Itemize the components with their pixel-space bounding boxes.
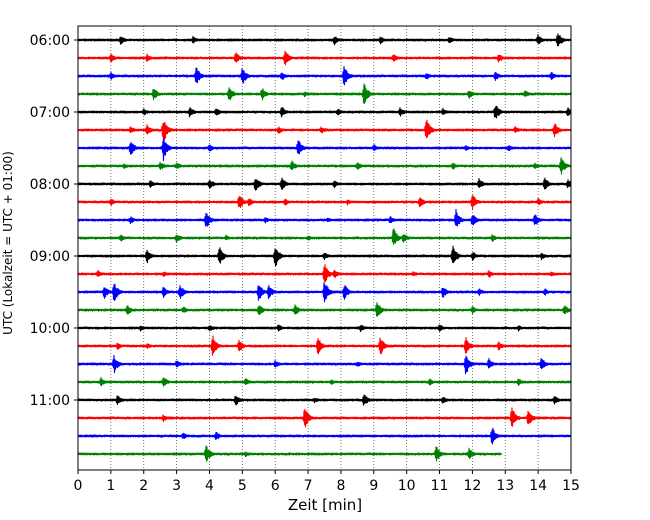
x-tick-label: 7 [304, 478, 313, 494]
trace-0845 [77, 228, 572, 245]
x-tick-label: 10 [398, 478, 416, 494]
trace-0615 [77, 50, 572, 66]
x-tick-label: 8 [336, 478, 345, 494]
vertical-grid [110, 26, 539, 470]
y-axis-label: UTC (Lokalzeit = UTC + 01:00) [1, 151, 15, 335]
trace-0730 [77, 137, 572, 162]
trace-1145 [77, 445, 503, 462]
x-axis-ticks: 0 1 2 3 4 5 6 7 8 9 10 11 12 13 14 15 [74, 470, 580, 494]
x-tick-label: 14 [529, 478, 547, 494]
trace-0945 [77, 302, 572, 317]
x-tick-label: 4 [205, 478, 214, 494]
x-axis-label: Zeit [min] [288, 496, 362, 514]
trace-1000 [77, 324, 572, 333]
x-tick-label: 12 [463, 478, 481, 494]
x-tick-label: 6 [271, 478, 280, 494]
x-tick-label: 1 [106, 478, 115, 494]
trace-0715 [77, 119, 572, 143]
x-tick-label: 2 [139, 478, 148, 494]
y-tick-label: 07:00 [30, 105, 70, 121]
y-axis-ticks: 06:00 07:00 08:00 09:00 10:00 11:00 [30, 33, 78, 409]
trace-1015 [77, 335, 572, 356]
y-tick-label: 06:00 [30, 33, 70, 49]
seismic-traces [77, 33, 572, 462]
trace-0930 [77, 281, 572, 303]
trace-1115 [77, 407, 572, 428]
trace-0700 [77, 105, 572, 119]
trace-0900 [77, 245, 572, 267]
trace-0600 [77, 33, 572, 47]
trace-0800 [77, 177, 572, 191]
x-tick-label: 15 [562, 478, 580, 494]
x-tick-label: 3 [172, 478, 181, 494]
trace-0630 [77, 65, 572, 86]
x-tick-label: 13 [496, 478, 514, 494]
x-tick-label: 0 [74, 478, 83, 494]
x-tick-label: 5 [238, 478, 247, 494]
x-tick-label: 9 [369, 478, 378, 494]
plot-frame [77, 25, 572, 471]
trace-1045 [77, 376, 572, 387]
y-tick-label: 10:00 [30, 321, 70, 337]
y-tick-label: 08:00 [30, 177, 70, 193]
y-tick-label: 11:00 [30, 393, 70, 409]
trace-0745 [77, 157, 572, 175]
y-tick-label: 09:00 [30, 249, 70, 265]
trace-0645 [77, 83, 572, 104]
trace-0815 [77, 194, 572, 210]
trace-1100 [77, 394, 572, 406]
trace-1030 [77, 354, 572, 375]
x-tick-label: 11 [431, 478, 449, 494]
trace-0830 [77, 208, 572, 227]
trace-1130 [77, 427, 572, 445]
trace-0915 [77, 264, 572, 283]
